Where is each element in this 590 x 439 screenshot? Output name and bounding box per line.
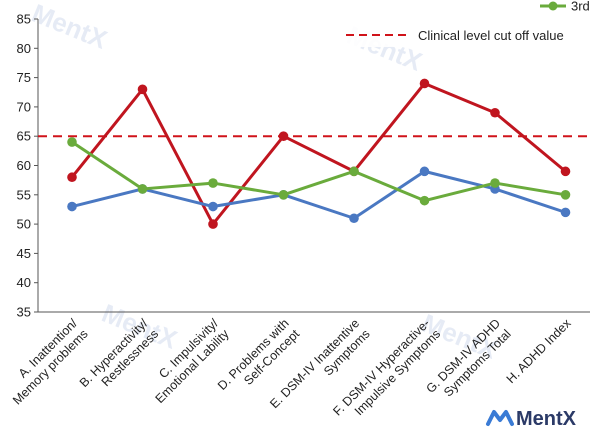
data-point [137, 184, 148, 194]
series-line-2 [71, 169, 566, 220]
series-line-1 [70, 81, 567, 226]
y-tick-label: 55 [17, 187, 31, 202]
legend-label-cutoff: Clinical level cut off value [418, 28, 564, 43]
watermark-text: MentX [28, 0, 112, 55]
data-point [490, 107, 500, 118]
y-tick-label: 85 [17, 12, 31, 27]
data-point [560, 166, 571, 177]
data-point [419, 195, 430, 206]
legend: 3rd Clinical level cut off value [336, 0, 590, 47]
y-tick-label: 75 [17, 70, 31, 85]
data-point [419, 166, 430, 177]
y-tick-label: 40 [17, 275, 31, 290]
series-line-3 [71, 140, 566, 203]
data-point [560, 207, 571, 218]
x-tick-label-line: H. ADHD Index [504, 316, 574, 386]
data-point [490, 178, 500, 188]
brand-mark-icon [486, 410, 514, 426]
y-tick-label: 80 [17, 41, 31, 56]
y-tick-label: 35 [17, 305, 31, 320]
y-tick-label: 70 [17, 99, 31, 114]
legend-label-3rd: 3rd [571, 0, 590, 14]
axes [37, 19, 590, 313]
data-point [349, 213, 359, 224]
data-point [419, 78, 430, 89]
data-point [67, 137, 77, 147]
x-tick-label: A. Inattention/Memory problems [0, 316, 91, 408]
x-tick-label: H. ADHD Index [504, 316, 574, 386]
data-point [208, 201, 218, 212]
y-axis-ticks: 35 40 45 50 55 60 65 70 75 80 85 [17, 12, 38, 320]
data-point [67, 172, 77, 183]
data-point [349, 166, 359, 177]
data-point [278, 131, 289, 141]
watermarks: MentX MentX MentX MentX [28, 0, 502, 365]
legend-marker-3rd [548, 1, 558, 11]
data-point [67, 201, 77, 212]
series-group [67, 78, 571, 229]
data-point [137, 84, 148, 95]
brand-text: MentX [516, 408, 577, 430]
data-point [560, 190, 571, 200]
y-tick-label: 60 [17, 158, 31, 173]
brand-logo: MentX [486, 408, 577, 430]
data-point [208, 219, 218, 229]
y-tick-label: 50 [17, 217, 31, 232]
data-point [278, 190, 289, 200]
y-tick-label: 65 [17, 129, 31, 144]
data-point [208, 178, 218, 188]
y-tick-label: 45 [17, 246, 31, 261]
